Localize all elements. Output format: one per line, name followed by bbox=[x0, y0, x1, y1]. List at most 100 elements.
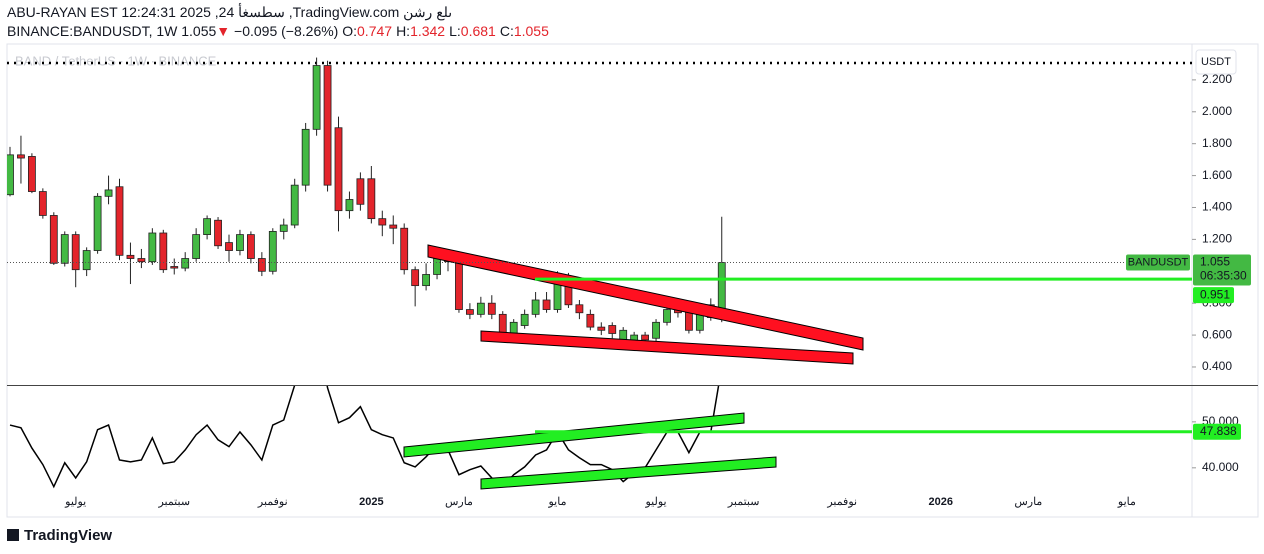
candle-body bbox=[334, 127, 343, 212]
candle-body bbox=[586, 313, 595, 328]
candle-body bbox=[465, 309, 474, 315]
candle-body bbox=[257, 258, 266, 272]
trend-band bbox=[427, 244, 864, 351]
y-tick-label: 0.600 bbox=[1202, 327, 1232, 341]
candle-body bbox=[356, 178, 365, 205]
drawings bbox=[403, 244, 864, 490]
candle-body bbox=[455, 261, 463, 310]
y-tick-label: 1.600 bbox=[1202, 168, 1232, 182]
candle-body bbox=[192, 234, 201, 259]
symbol-tag: BANDUSDT bbox=[1128, 256, 1189, 268]
candle-body bbox=[411, 269, 420, 287]
indicator-pane bbox=[9, 386, 720, 489]
candle-body bbox=[290, 184, 299, 226]
ohlc-label: L: bbox=[449, 23, 461, 39]
candle-body bbox=[38, 191, 47, 216]
trend-band bbox=[480, 456, 777, 490]
candle-body bbox=[214, 219, 222, 247]
candle-body bbox=[104, 189, 113, 197]
x-tick-label: مايو bbox=[1117, 496, 1136, 508]
frame bbox=[6, 43, 1259, 518]
logo-icon bbox=[7, 529, 19, 541]
y-tick-label: 40.000 bbox=[1202, 460, 1239, 474]
candle-body bbox=[137, 258, 146, 263]
candle-body bbox=[378, 218, 387, 226]
x-tick-label: نوفمبر bbox=[826, 496, 857, 508]
logo: TradingView bbox=[7, 527, 112, 544]
change: −0.095 (−8.26%) bbox=[234, 23, 339, 39]
candle-body bbox=[608, 325, 617, 334]
x-tick-label: 2025 bbox=[359, 496, 383, 508]
symbol: BINANCE:BANDUSDT, 1W bbox=[7, 23, 178, 39]
candle-body bbox=[597, 326, 606, 331]
candle-body bbox=[652, 321, 660, 339]
candle-body bbox=[301, 128, 310, 186]
candle-body bbox=[115, 186, 124, 256]
candle-body bbox=[170, 266, 179, 269]
candle-body bbox=[27, 156, 36, 192]
price-line-label-bg bbox=[1193, 287, 1234, 304]
ohlc-label: H: bbox=[396, 23, 411, 39]
x-tick-label: يوليو bbox=[64, 496, 86, 508]
price-line-label: 0.951 bbox=[1200, 287, 1230, 301]
candle-body bbox=[49, 215, 58, 264]
trend-band bbox=[403, 412, 745, 458]
axes: 0.4000.6000.8001.2001.4001.6001.8002.000… bbox=[64, 72, 1239, 508]
candle-body bbox=[7, 154, 14, 196]
candle-body bbox=[641, 334, 649, 341]
candle-body bbox=[531, 299, 540, 315]
candle-body bbox=[279, 224, 288, 232]
ohlc-label: C: bbox=[499, 23, 514, 39]
y-tick-label: 0.400 bbox=[1202, 359, 1232, 373]
last: 1.055 bbox=[181, 23, 217, 39]
candle-body bbox=[181, 258, 190, 269]
symbol-line: BINANCE:BANDUSDT, 1W 1.055▼ −0.095 (−8.2… bbox=[7, 23, 553, 39]
x-tick-label: مارس bbox=[445, 496, 473, 508]
candle-body bbox=[575, 304, 584, 314]
symbol-tag-bg bbox=[1126, 254, 1190, 271]
candle-body bbox=[148, 232, 157, 263]
candle-body bbox=[203, 218, 212, 235]
candle-body bbox=[159, 232, 168, 271]
candle-body bbox=[126, 254, 135, 259]
candle-body bbox=[520, 313, 529, 326]
candle-body bbox=[246, 234, 255, 259]
candle-body bbox=[433, 258, 441, 275]
currency-button[interactable] bbox=[1195, 49, 1237, 75]
x-tick-label: سبتمبر bbox=[157, 496, 190, 508]
x-tick-label: سبتمبر bbox=[727, 496, 760, 508]
ohlc-value: 1.342 bbox=[410, 23, 446, 39]
candle-body bbox=[60, 234, 69, 264]
candle-body bbox=[389, 224, 398, 229]
indicator-line bbox=[9, 386, 720, 489]
y-tick-label: 1.800 bbox=[1202, 136, 1232, 150]
last-label-bg bbox=[1193, 254, 1251, 286]
x-tick-label: مايو bbox=[548, 496, 567, 508]
candle-body bbox=[663, 309, 671, 323]
logo-text: TradingView bbox=[24, 527, 112, 544]
x-tick-label: 2026 bbox=[929, 496, 953, 508]
y-tick-label: 2.200 bbox=[1202, 72, 1232, 86]
candle-body bbox=[476, 302, 485, 315]
x-tick-label: يوليو bbox=[644, 496, 666, 508]
candle-body bbox=[345, 199, 354, 212]
candle-body bbox=[542, 299, 551, 310]
currency: USDT bbox=[1201, 56, 1231, 68]
ohlc-value: 1.055 bbox=[513, 23, 549, 39]
candle-body bbox=[236, 234, 244, 251]
candle-body bbox=[487, 302, 496, 315]
candle-body bbox=[422, 274, 431, 287]
price-pane bbox=[7, 57, 726, 350]
candle-body bbox=[323, 65, 332, 186]
ohlc-value: 0.681 bbox=[460, 23, 496, 39]
arrow: ▼ bbox=[216, 23, 231, 39]
candle-body bbox=[367, 178, 376, 220]
candle-body bbox=[268, 231, 277, 272]
candle-body bbox=[93, 195, 102, 251]
candle-body bbox=[400, 227, 409, 271]
y-tick-label: 1.400 bbox=[1202, 200, 1232, 214]
candle-body bbox=[225, 242, 233, 251]
header-line: ABU-RAYAN EST 12:24:31 2025 ,24 سطسغأ ,T… bbox=[7, 4, 453, 20]
